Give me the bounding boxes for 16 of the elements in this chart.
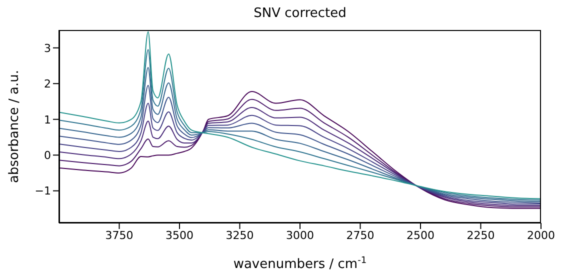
x-tick-label: 2250 (466, 228, 495, 242)
x-tick-label: 2750 (346, 228, 374, 242)
chart-title: SNV corrected (252, 6, 348, 21)
y-axis-title: absorbance / a.u. (7, 70, 22, 184)
y-tick-label: 3 (44, 42, 51, 55)
x-tick-label: 3500 (166, 228, 194, 242)
x-tick-label: 3750 (105, 228, 134, 242)
x-tick-label: 2500 (406, 228, 434, 242)
x-tick-label: 3250 (226, 228, 254, 242)
x-tick-label: 2000 (527, 228, 555, 242)
x-tick-label: 3000 (286, 228, 314, 242)
y-tick-label: −1 (34, 184, 51, 198)
x-axis-title: wavenumbers / cm$^{-1}$ (233, 256, 367, 272)
y-tick-label: 1 (44, 113, 51, 126)
y-tick-label: 0 (44, 149, 51, 162)
y-tick-label: 2 (44, 78, 51, 91)
